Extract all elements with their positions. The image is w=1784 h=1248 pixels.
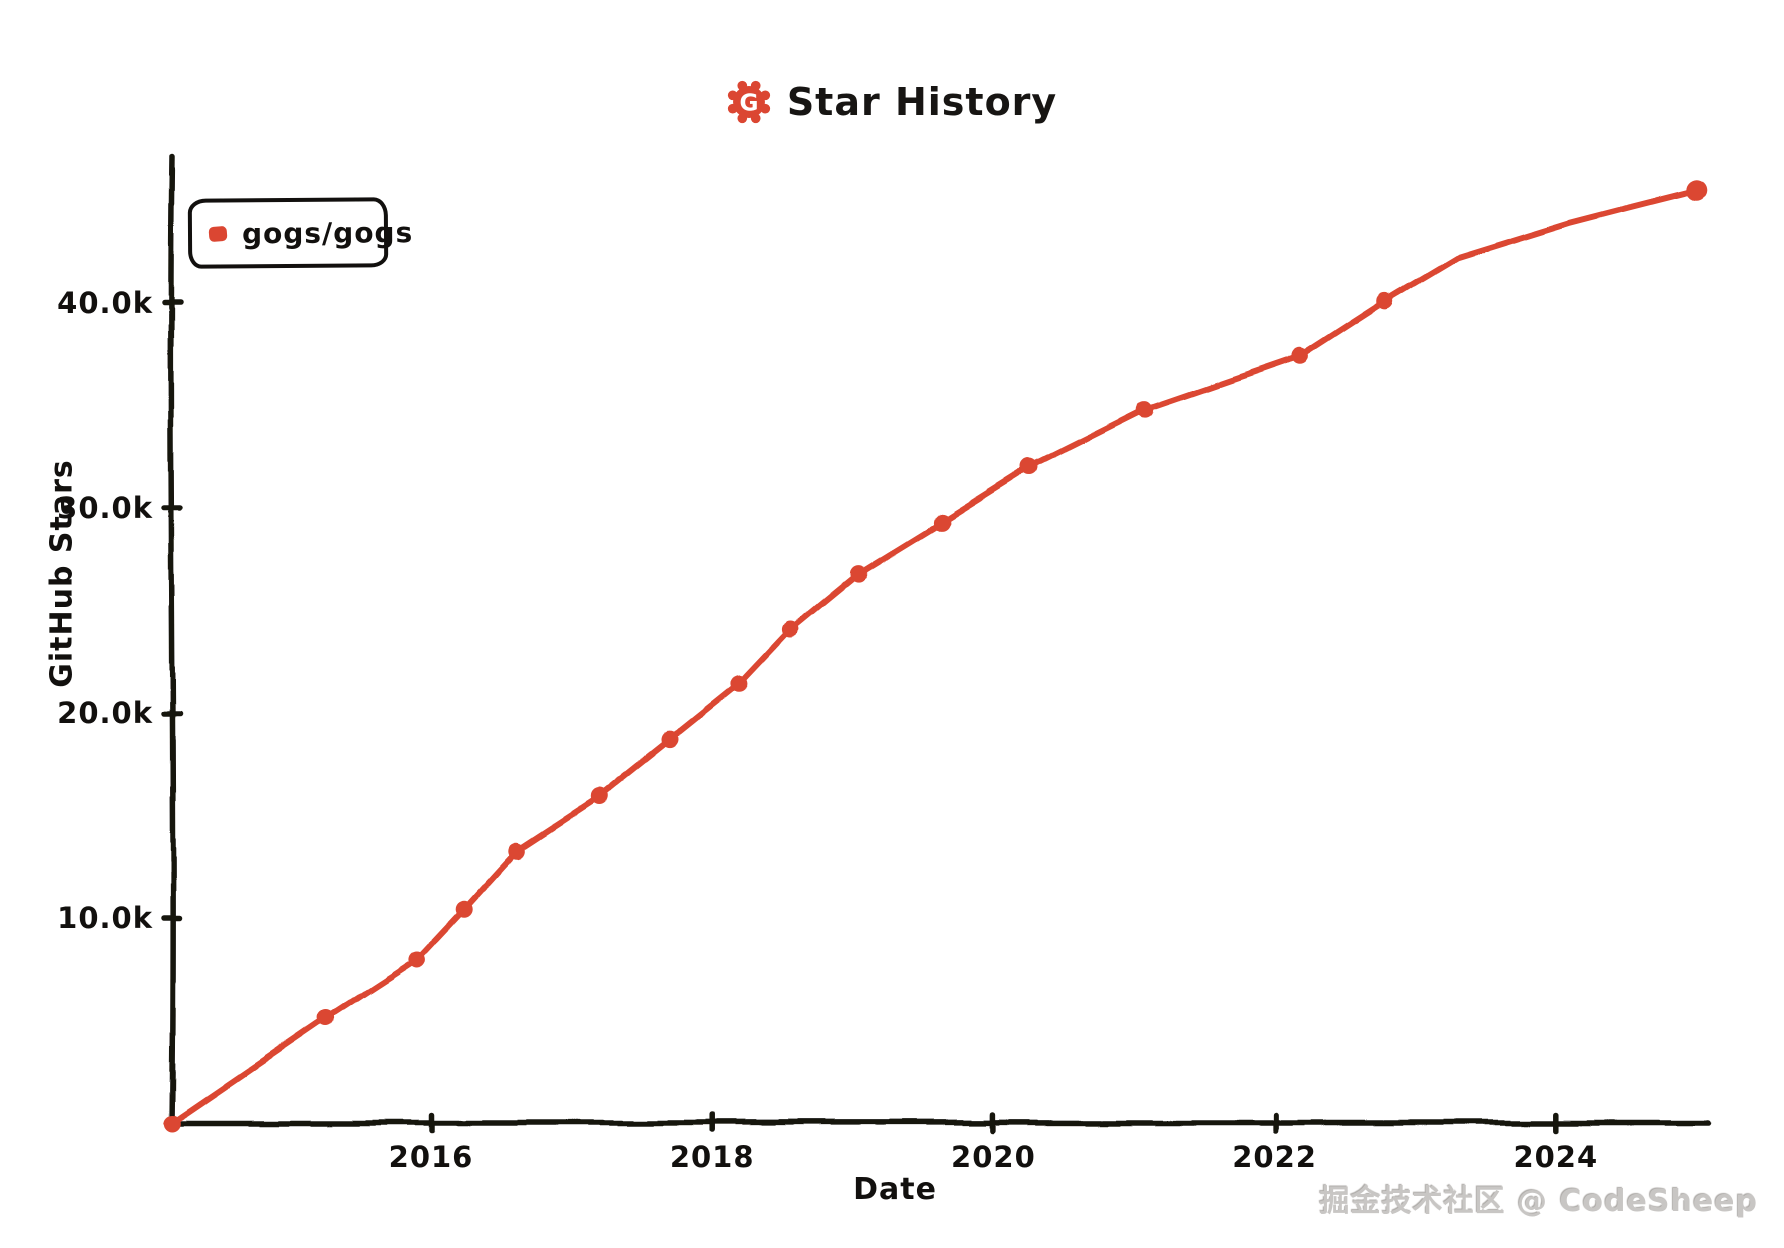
data-point-marker xyxy=(317,1010,335,1027)
x-tick-label: 2018 xyxy=(670,1140,755,1174)
y-tick-label: 10.0k xyxy=(57,901,153,935)
legend: gogs/gogs xyxy=(187,197,413,269)
x-axis-line xyxy=(169,1119,1711,1127)
data-point-marker xyxy=(408,950,426,968)
x-tick-label: 2016 xyxy=(389,1140,474,1174)
x-tick-label: 2024 xyxy=(1513,1140,1598,1174)
axis-ticks xyxy=(161,300,1559,1134)
data-point-marker xyxy=(661,731,679,749)
data-point-marker xyxy=(1136,401,1154,419)
legend-series-label: gogs/gogs xyxy=(241,215,414,250)
data-point-marker xyxy=(1021,458,1039,476)
data-point-marker xyxy=(782,620,800,638)
x-tick-label: 2020 xyxy=(951,1140,1036,1174)
series-gogs-gogs xyxy=(163,179,1709,1132)
chart-title-row: G Star History xyxy=(0,80,1784,124)
y-tick-label: 30.0k xyxy=(57,491,153,525)
y-tick-label: 40.0k xyxy=(57,286,153,320)
page-title: Star History xyxy=(786,80,1058,124)
series-line xyxy=(169,187,1701,1126)
y-tick-label: 20.0k xyxy=(57,696,153,730)
legend-series-marker xyxy=(208,225,228,242)
data-point-marker xyxy=(1687,179,1709,201)
y-axis-title: GitHub Stars xyxy=(44,459,80,688)
axes xyxy=(161,153,1711,1134)
tick-labels: 2016 2018 2020 2022 2024 10.0k 20.0k 30.0k 40.0k xyxy=(57,286,1598,1174)
x-tick-label: 2022 xyxy=(1232,1140,1317,1174)
data-point-marker xyxy=(1291,347,1309,365)
data-point-marker xyxy=(589,788,607,806)
watermark: 掘金技术社区 @ CodeSheep xyxy=(1319,1184,1758,1219)
data-point-marker xyxy=(508,841,526,859)
y-axis-line xyxy=(168,153,176,1126)
data-point-marker xyxy=(456,899,474,917)
star-history-gear-logo-icon: G xyxy=(727,80,770,124)
data-point-marker xyxy=(1377,292,1395,310)
svg-text:G: G xyxy=(739,90,758,116)
x-axis-title: Date xyxy=(853,1172,937,1207)
data-point-marker xyxy=(849,565,867,583)
data-point-marker xyxy=(163,1114,181,1132)
data-point-marker xyxy=(730,675,748,693)
data-point-marker xyxy=(932,513,950,531)
